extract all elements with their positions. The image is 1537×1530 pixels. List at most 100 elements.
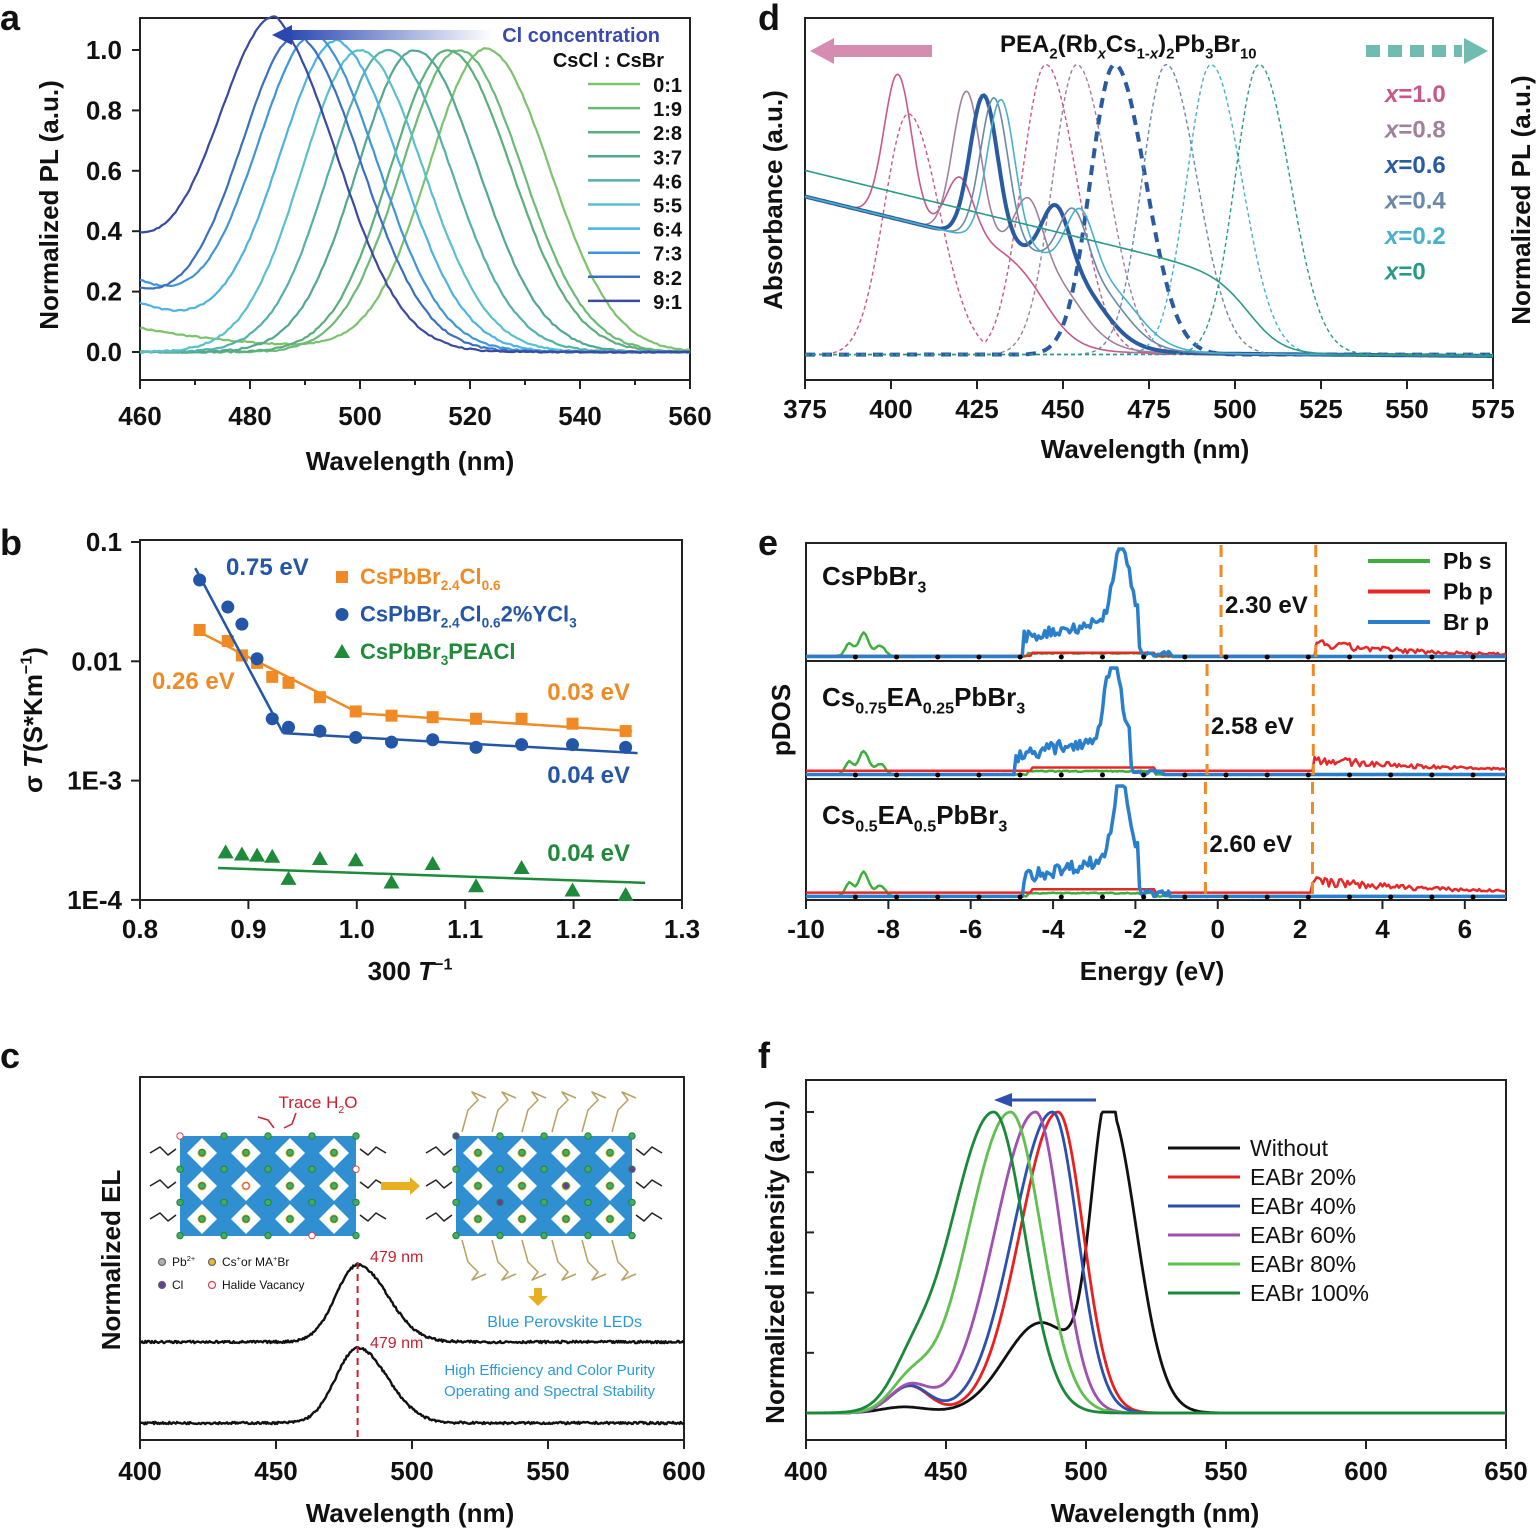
lattice-ion xyxy=(264,1231,272,1240)
lattice-ion xyxy=(220,1132,228,1140)
legend-label: EABr 20% xyxy=(1250,1164,1356,1190)
baseline-dot xyxy=(1141,772,1147,778)
spectrum-EABr 100% xyxy=(806,1110,1506,1415)
baseline-dot xyxy=(1305,894,1311,900)
trace-water-label-part: Trace H xyxy=(279,1093,339,1112)
legend-title: CsCl : CsBr xyxy=(553,50,664,72)
x-tick-label: 2 xyxy=(1293,914,1307,944)
legend-label: Br p xyxy=(1443,609,1489,635)
data-point xyxy=(266,670,279,683)
lattice-ion xyxy=(198,1148,206,1157)
y-axis-label-part: pDOS xyxy=(766,684,796,756)
lattice-ion xyxy=(628,1132,636,1140)
data-point xyxy=(469,740,483,754)
result-label-part: Blue Perovskite LEDs xyxy=(487,1314,642,1331)
x-tick-label: 6 xyxy=(1458,914,1472,944)
x-tick-label: -2 xyxy=(1124,914,1147,944)
baseline-dot xyxy=(894,654,900,660)
lattice-ion xyxy=(628,1165,636,1173)
panel-label-b: b xyxy=(0,522,22,563)
x-axis-label-part: 300 xyxy=(368,956,419,986)
x-tick-label-part: -10 xyxy=(787,914,825,944)
legend-label: x=0.2 xyxy=(1383,223,1446,250)
lattice-ion xyxy=(330,1215,338,1223)
y-axis-label: σ T(S*Km−1) xyxy=(18,647,48,793)
x-tick-label: 450 xyxy=(1041,394,1084,424)
y-tick-label-part: 0.01 xyxy=(71,646,122,676)
composition-label-part: 3 xyxy=(1016,699,1025,717)
legend-label: 3:7 xyxy=(653,147,682,169)
legend-label: EABr 80% xyxy=(1250,1251,1356,1277)
x-tick-label-part: 450 xyxy=(254,1456,297,1486)
legend-label-part: CsPbBr xyxy=(360,564,441,589)
lattice-ion xyxy=(474,1215,482,1223)
x-tick-label: 0.9 xyxy=(230,914,266,944)
x-tick-label: 0 xyxy=(1211,914,1225,944)
legend-label-part: x xyxy=(1383,188,1400,215)
baseline-dot xyxy=(1099,654,1105,660)
cl-concentration-arrow xyxy=(288,30,493,40)
lattice-ion xyxy=(452,1132,460,1140)
legend-label-part: Cl xyxy=(172,1278,183,1292)
x-tick-label-part: 600 xyxy=(1344,1456,1387,1486)
chart-title-part: Br xyxy=(1213,31,1240,58)
fit-line xyxy=(218,866,646,885)
legend-label-part: 3 xyxy=(441,653,449,668)
baseline-dot xyxy=(976,654,982,660)
y-tick-label: 0.1 xyxy=(86,527,122,557)
x-tick-label: 650 xyxy=(1484,1456,1527,1486)
baseline-dot xyxy=(894,894,900,900)
data-point xyxy=(349,730,363,744)
legend-label: CsPbBr3PEACl xyxy=(360,639,516,668)
chart-title-part: 2 xyxy=(1049,47,1057,63)
panel-label-f: f xyxy=(758,1035,771,1076)
lattice-ion xyxy=(330,1148,338,1157)
band-gap-label-part: 2.30 eV xyxy=(1225,592,1308,619)
lattice-ion xyxy=(308,1198,316,1207)
data-point xyxy=(282,720,296,734)
data-point xyxy=(424,855,441,870)
activation-energy-label: 0.04 eV xyxy=(547,840,630,867)
x-tick-label: 375 xyxy=(783,394,826,424)
lattice-ion xyxy=(496,1132,504,1140)
x-tick-label-part: 425 xyxy=(955,394,998,424)
x-tick-label-part: 540 xyxy=(558,401,601,431)
y-tick-label-part: 1E-3 xyxy=(67,766,122,796)
arrow-head xyxy=(810,38,834,64)
x-tick-label-part: -8 xyxy=(877,914,900,944)
legend-label-part: 8:2 xyxy=(653,268,682,290)
legend-label-part: EABr 60% xyxy=(1250,1222,1356,1248)
panel-label-b-part: b xyxy=(0,522,22,563)
band-gap-label: 2.60 eV xyxy=(1209,831,1292,858)
band-gap-label-part: 2.60 eV xyxy=(1209,831,1292,858)
legend-label-part: or MA xyxy=(241,1255,273,1269)
lattice-ion xyxy=(198,1215,206,1223)
legend-label: Pb2+ xyxy=(172,1254,195,1269)
phosphonate-ligand xyxy=(521,1091,547,1133)
x-tick-label-part: 400 xyxy=(118,1456,161,1486)
legend-label: 4:6 xyxy=(653,171,682,193)
baseline-dot xyxy=(1429,654,1435,660)
el-spectrum xyxy=(139,1262,685,1345)
pl-curve-x=0 xyxy=(805,63,1493,356)
x-tick-label-part: 400 xyxy=(784,1456,827,1486)
phosphonate-ligand xyxy=(491,1091,517,1133)
lattice-ion xyxy=(452,1165,460,1173)
lattice-ion xyxy=(286,1215,294,1223)
x-tick-label: -8 xyxy=(877,914,900,944)
lattice-ion xyxy=(606,1182,614,1190)
x-axis-label-part: Wavelength (nm) xyxy=(306,446,514,476)
x-tick-label-part: 525 xyxy=(1299,394,1342,424)
lattice-ion xyxy=(540,1231,548,1240)
data-point xyxy=(280,870,297,885)
ligand xyxy=(149,1146,177,1156)
phosphonate-ligand xyxy=(551,1091,577,1133)
x-tick-label: 400 xyxy=(118,1456,161,1486)
defective-lattice xyxy=(149,1132,387,1240)
x-tick-label: 400 xyxy=(869,394,912,424)
panel-label-a: a xyxy=(0,0,21,38)
y-tick-label: 0.4 xyxy=(86,216,123,246)
data-point xyxy=(264,848,281,863)
legend-marker xyxy=(207,1257,217,1267)
